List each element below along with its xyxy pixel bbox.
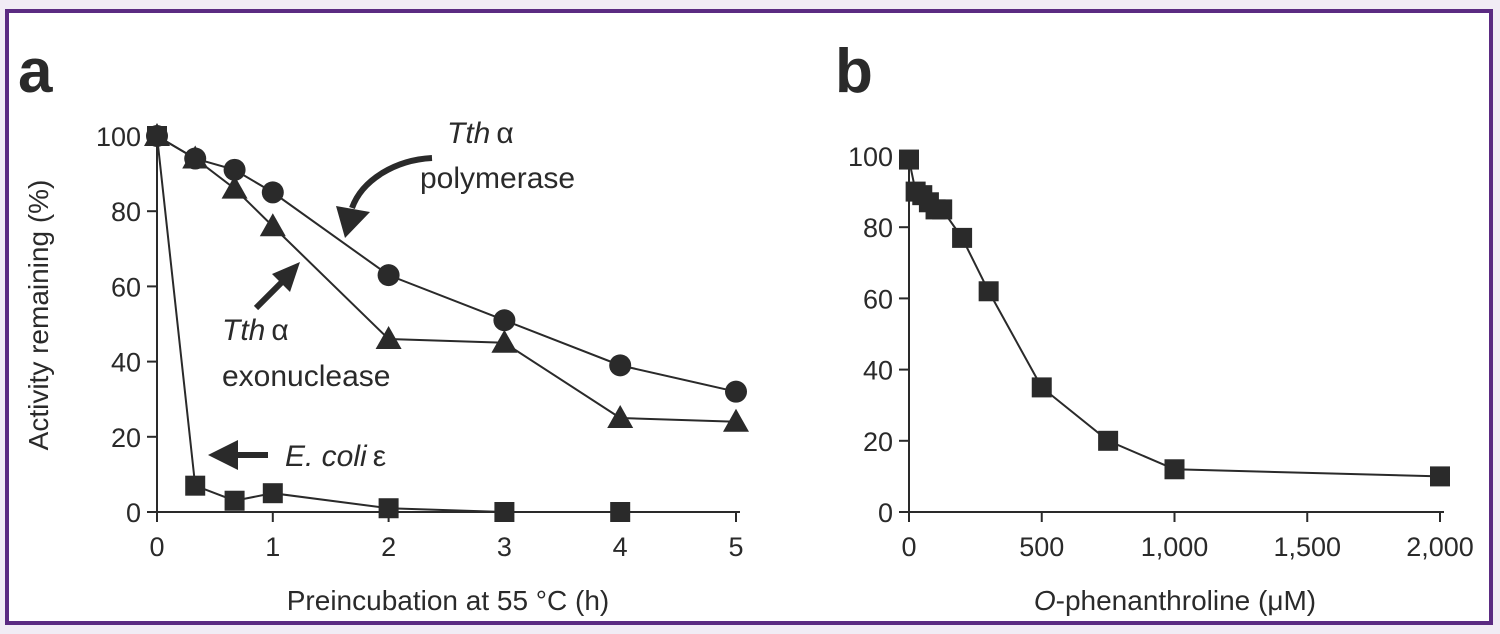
panel-b-square-point <box>1031 377 1052 398</box>
panel-a-x-tick-label: 0 <box>149 532 164 562</box>
panel-b-x-tick-label: 2,000 <box>1406 532 1474 562</box>
panel-a-x-tick-label: 1 <box>265 532 280 562</box>
annotation-exonuclease: Tth α exonuclease <box>222 262 390 393</box>
panel-a-triangle-point <box>491 329 518 353</box>
panel-a-triangle-point <box>259 213 286 237</box>
panel-b-y-tick-label: 20 <box>863 427 893 457</box>
panel-b-square-point <box>978 281 999 302</box>
panel-a-circle-point <box>493 309 516 332</box>
annotation-polymerase-arrow <box>349 155 433 210</box>
panel-a-x-tick-label: 4 <box>613 532 628 562</box>
panel-a-triangle-point <box>182 145 209 169</box>
panel-a-triangle-point <box>221 175 248 199</box>
panel-a-x-tick-label: 3 <box>497 532 512 562</box>
panel-a-circle-point <box>261 181 284 204</box>
annotation-polymerase: Tth α polymerase <box>336 117 575 238</box>
figure-frame <box>5 9 1493 625</box>
panel-b-square-point <box>1164 459 1185 480</box>
panel-a-square-point <box>147 126 167 146</box>
panel-b-y-tick-label: 80 <box>863 213 893 243</box>
annotation-polymerase-line2: polymerase <box>420 162 575 195</box>
panel-a-square-point <box>224 490 245 511</box>
panel-b-y-tick-label: 40 <box>863 356 893 386</box>
panel-a-x-tick-label: 5 <box>728 532 743 562</box>
panel-b-y-tick-label: 0 <box>878 498 893 528</box>
panel-a-triangle-point <box>375 326 402 350</box>
panel-a-markers <box>144 123 749 522</box>
panel-b-xlabel-rest: -phenanthroline (μM) <box>1056 585 1316 616</box>
panel-a-triangle-point <box>723 408 749 432</box>
panel-a-square-point <box>262 483 283 504</box>
panel-a-axes: 0 20 40 60 80 100 0 1 2 3 4 5 <box>96 122 744 562</box>
panel-a-x-tick-label: 2 <box>381 532 396 562</box>
panel-a-y-tick-label: 0 <box>126 498 141 528</box>
panel-b-xlabel: O-phenanthroline (μM) <box>1034 585 1316 616</box>
panel-a-square-point <box>494 502 515 522</box>
panel-b-letter: b <box>835 37 873 106</box>
panel-a-y-tick-label: 80 <box>111 197 141 227</box>
panel-b-axes: 0 20 40 60 80 100 0 500 1,000 1,500 2,000 <box>848 142 1474 562</box>
panel-b-square-point <box>1430 466 1450 487</box>
annotation-exonuclease-italic: Tth <box>222 314 265 347</box>
panel-a-circle-point <box>377 264 400 287</box>
annotation-polymerase-greek: α <box>496 117 513 150</box>
panel-b: b 0 20 40 60 80 100 0 500 1,000 1,500 2,000 O-phen… <box>835 37 1474 616</box>
panel-b-square-point <box>932 199 953 220</box>
panel-a-letter: a <box>18 37 53 106</box>
annotation-ecoli-greek: ε <box>373 440 386 473</box>
annotation-exonuclease-greek: α <box>271 314 288 347</box>
panel-a-ylabel: Activity remaining (%) <box>23 180 54 451</box>
panel-a-square-point <box>610 502 631 522</box>
panel-b-square-point <box>899 149 919 170</box>
annotation-exonuclease-line2: exonuclease <box>222 360 390 393</box>
panel-b-square-point <box>952 227 973 248</box>
annotation-polymerase-italic: Tth <box>447 117 490 150</box>
panel-a-circle-point <box>609 354 632 377</box>
panel-a-xlabel: Preincubation at 55 °C (h) <box>287 585 609 616</box>
panel-a-square-point <box>378 498 399 519</box>
panel-b-x-tick-label: 0 <box>901 532 916 562</box>
panel-a-y-tick-label: 20 <box>111 423 141 453</box>
annotation-exonuclease-arrowhead <box>272 262 300 292</box>
panel-b-y-tick-label: 100 <box>848 142 893 172</box>
panel-b-square-point <box>1098 430 1119 451</box>
panel-a-y-tick-label: 40 <box>111 348 141 378</box>
panel-a-y-tick-label: 100 <box>96 122 141 152</box>
annotation-ecoli: E. coli ε <box>208 440 386 473</box>
annotation-ecoli-italic: E. coli <box>285 440 368 473</box>
panel-a-y-tick-label: 60 <box>111 272 141 302</box>
annotation-polymerase-arrowhead <box>336 206 370 238</box>
panel-b-x-tick-label: 1,500 <box>1273 532 1341 562</box>
panel-a-square-point <box>185 475 206 496</box>
panel-b-xlabel-italic: O <box>1034 585 1056 616</box>
annotation-ecoli-arrowhead <box>208 440 238 470</box>
panel-a-circle-point <box>725 380 747 403</box>
panel-a: a 0 20 40 60 80 100 0 1 2 3 4 5 Preincubation at 55… <box>18 37 749 616</box>
panel-a-circle-point <box>223 158 246 181</box>
panel-b-x-tick-label: 500 <box>1019 532 1064 562</box>
panel-b-markers <box>899 149 1450 487</box>
panel-b-y-tick-label: 60 <box>863 284 893 314</box>
panel-b-x-tick-label: 1,000 <box>1141 532 1209 562</box>
panel-a-triangle-point <box>607 405 634 428</box>
